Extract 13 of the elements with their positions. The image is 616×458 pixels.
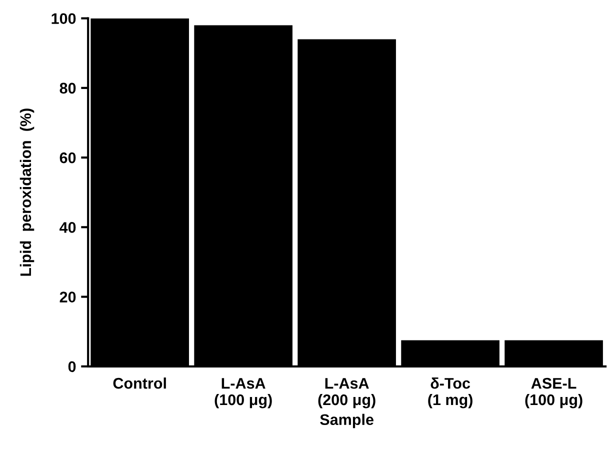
x-tick-label: ASE-L (100 μg) (525, 378, 582, 408)
x-tick-label: L-AsA (200 μg) (318, 378, 376, 408)
y-tick-label: 20 (60, 292, 76, 302)
x-tick-label: δ-Toc (1 mg) (428, 378, 472, 408)
x-tick-label: L-AsA (100 μg) (214, 378, 272, 408)
x-tick-label: Control (113, 378, 166, 389)
y-tick-label: 40 (60, 222, 76, 233)
y-tick-label: 80 (60, 82, 76, 94)
x-axis-title: Sample (320, 414, 374, 428)
y-tick-label: 100 (52, 13, 76, 24)
y-tick-label: 60 (60, 152, 76, 164)
y-tick-label: 0 (68, 361, 76, 372)
y-axis-title: Lipid peroxidation (%) (20, 108, 34, 276)
